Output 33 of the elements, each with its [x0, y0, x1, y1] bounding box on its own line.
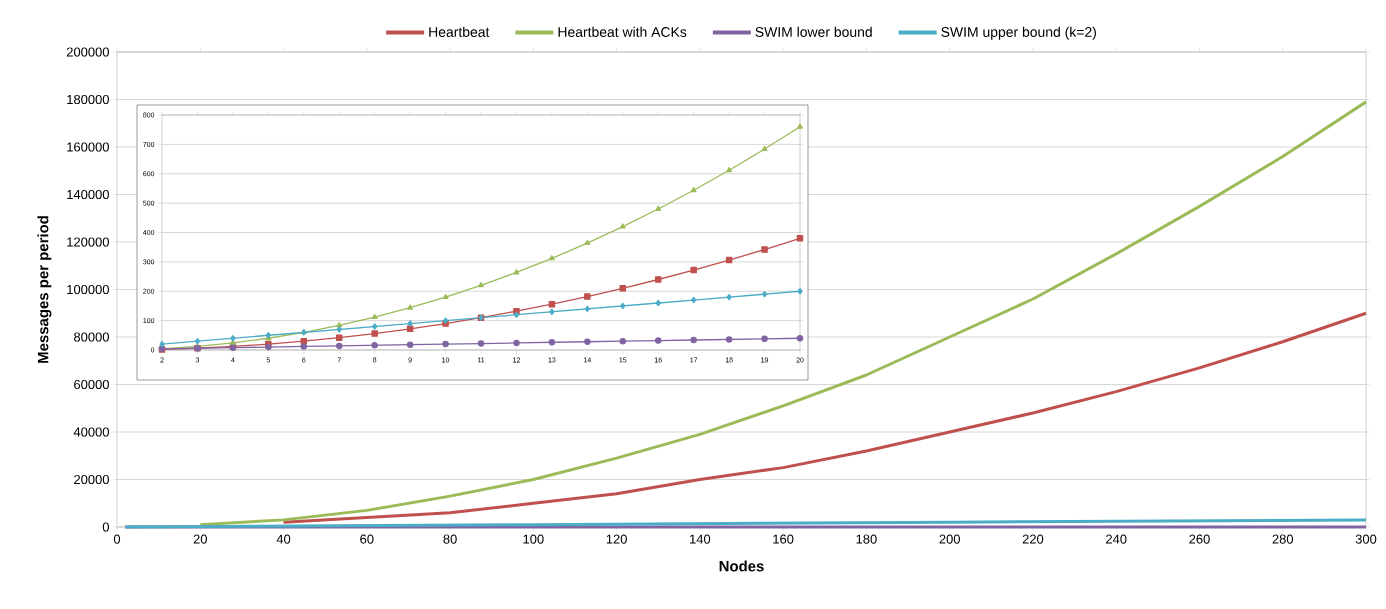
y-tick-label: 180000	[67, 94, 109, 105]
x-tick-label: 60	[360, 534, 374, 544]
x-tick-label: 80	[443, 534, 457, 544]
y-tick-label: 120000	[67, 237, 109, 247]
x-tick-label: 240	[1106, 534, 1127, 544]
x-tick-label: 20	[193, 534, 207, 544]
x-tick-label: 160	[773, 534, 794, 544]
y-tick-label: 20000	[74, 474, 109, 485]
y-tick-label: 200000	[66, 47, 109, 57]
y-tick-label: 140000	[67, 189, 109, 200]
y-tick-label: 0	[102, 522, 109, 532]
y-tick-label: 100000	[67, 284, 109, 295]
x-tick-label: 280	[1272, 534, 1294, 544]
legend-label: Heartbeat with ACKs	[558, 26, 687, 37]
legend-label: SWIM upper bound (k=2)	[941, 26, 1096, 40]
y-tick-label: 160000	[67, 142, 109, 152]
x-tick-label: 180	[856, 534, 877, 544]
x-tick-label: 140	[690, 534, 711, 544]
legend-label: SWIM lower bound	[755, 26, 872, 37]
x-tick-label: 200	[939, 534, 960, 544]
y-axis-title: Messages per period	[37, 216, 52, 363]
y-tick-label: 40000	[73, 427, 109, 437]
x-tick-label: 300	[1355, 534, 1377, 544]
x-tick-label: 40	[276, 534, 291, 544]
y-tick-label: 60000	[74, 379, 109, 390]
y-tick-label: 80000	[74, 332, 109, 342]
x-tick-label: 260	[1189, 534, 1210, 544]
x-tick-label: 0	[113, 534, 121, 544]
x-axis-title: Nodes	[719, 560, 764, 572]
legend-label: Heartbeat	[429, 26, 490, 37]
x-tick-label: 120	[606, 534, 627, 544]
x-tick-label: 100	[523, 534, 544, 544]
x-tick-label: 220	[1022, 534, 1044, 544]
